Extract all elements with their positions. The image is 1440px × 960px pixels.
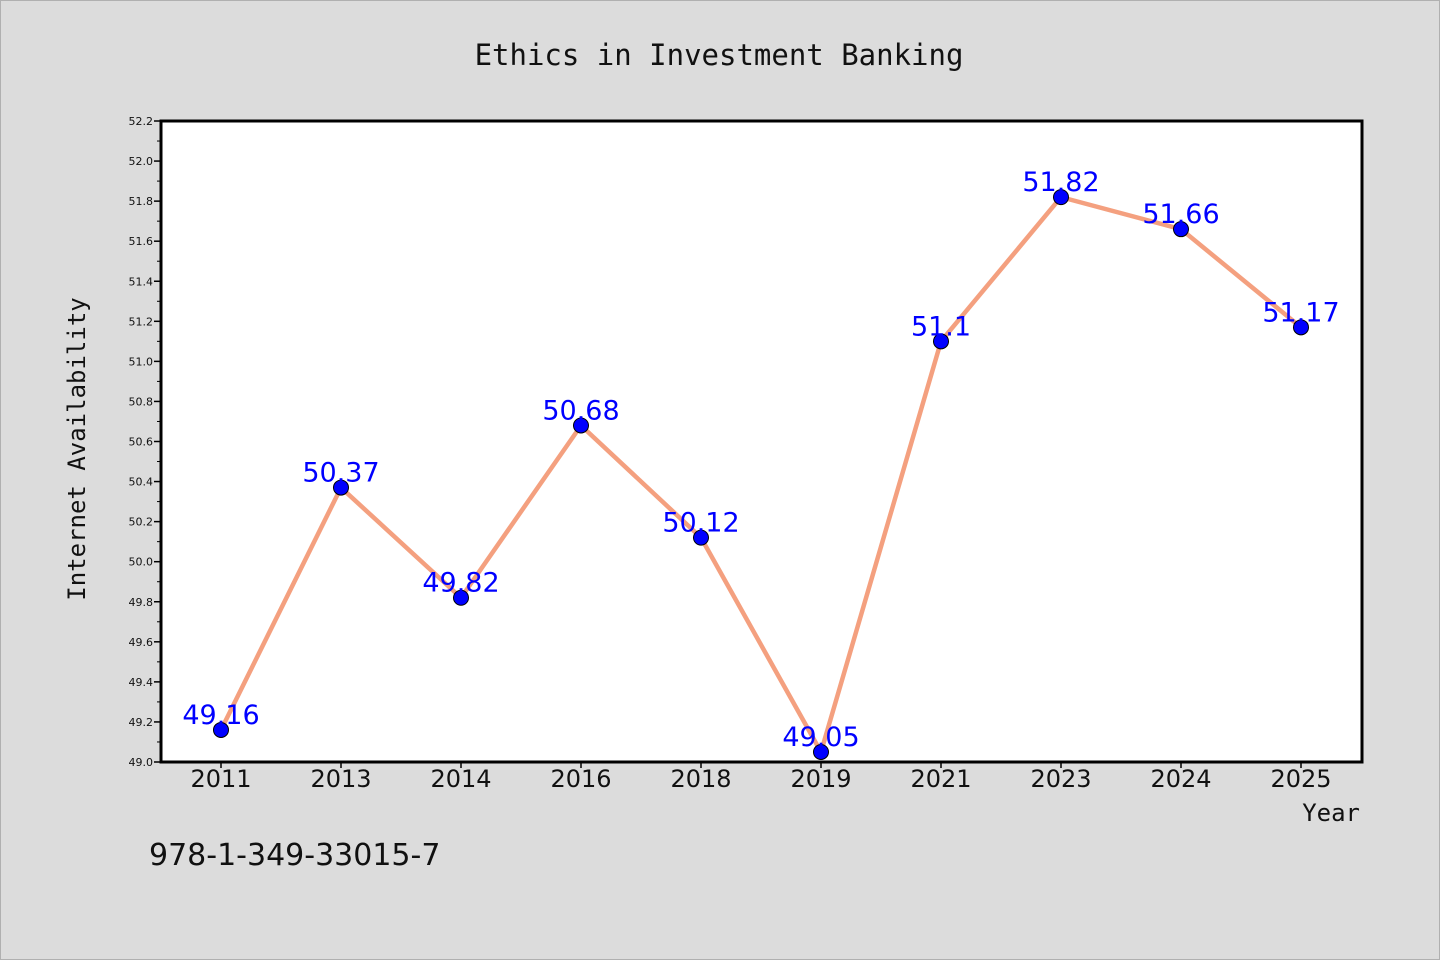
- y-tick-label: 51.6: [129, 235, 154, 248]
- data-point: [1173, 221, 1189, 238]
- x-tick-label: 2025: [1270, 765, 1331, 793]
- data-point: [1053, 189, 1069, 206]
- y-tick-label: 49.0: [129, 756, 154, 769]
- y-tick-label: 52.2: [129, 115, 154, 128]
- y-tick-label: 49.8: [129, 596, 154, 609]
- data-point: [813, 743, 829, 760]
- data-label: 51.17: [1262, 297, 1339, 328]
- y-tick-label: 50.0: [129, 556, 154, 569]
- isbn-footer: 978-1-349-33015-7: [149, 838, 440, 873]
- x-tick-label: 2024: [1150, 765, 1211, 793]
- y-axis-ticks: 49.0 49.2 49.4 49.6 49.8 50.0 50.2 50.4 50.6 50.8…: [129, 115, 161, 769]
- chart-title: Ethics in Investment Banking: [475, 38, 964, 72]
- data-point: [453, 589, 469, 606]
- data-label: 50.68: [542, 395, 619, 426]
- y-tick-label: 49.2: [129, 716, 154, 729]
- x-axis-ticks: 2011 2013 2014 2016 2018 2019 2021 2023 2024 2025: [190, 762, 1332, 793]
- y-tick-label: 51.8: [129, 195, 154, 208]
- data-point: [213, 721, 229, 738]
- data-label: 51.82: [1022, 167, 1099, 198]
- y-tick-label: 49.6: [129, 636, 154, 649]
- y-tick-label: 50.6: [129, 436, 154, 449]
- data-label: 51.1: [911, 311, 971, 342]
- y-tick-label: 51.4: [129, 275, 154, 288]
- x-tick-label: 2013: [310, 765, 371, 793]
- series-group: [213, 189, 1309, 760]
- y-tick-label: 51.0: [129, 355, 154, 368]
- y-tick-label: 49.4: [129, 676, 154, 689]
- data-label: 50.37: [302, 458, 379, 489]
- data-label: 49.16: [182, 700, 259, 731]
- data-point: [1293, 319, 1309, 336]
- y-tick-label: 50.4: [129, 476, 154, 489]
- data-label: 49.05: [782, 722, 859, 753]
- x-tick-label: 2014: [430, 765, 491, 793]
- x-tick-label: 2021: [910, 765, 971, 793]
- x-axis-label: Year: [1302, 799, 1360, 827]
- data-label: 49.82: [422, 568, 499, 599]
- data-point: [573, 417, 589, 434]
- x-tick-label: 2018: [670, 765, 731, 793]
- x-tick-label: 2023: [1030, 765, 1091, 793]
- data-point: [333, 479, 349, 496]
- data-label: 50.12: [662, 508, 739, 539]
- x-tick-label: 2019: [790, 765, 851, 793]
- data-label: 51.66: [1142, 199, 1219, 230]
- plot-area: [159, 119, 1364, 764]
- x-tick-label: 2011: [190, 765, 251, 793]
- series-line: [218, 194, 1303, 755]
- y-tick-label: 50.2: [129, 516, 154, 529]
- y-tick-label: 50.8: [129, 395, 154, 408]
- y-tick-label: 52.0: [129, 155, 154, 168]
- y-axis-label: Internet Availability: [63, 297, 91, 600]
- data-point: [933, 333, 949, 350]
- data-point: [693, 529, 709, 546]
- x-tick-label: 2016: [550, 765, 611, 793]
- data-labels-group: 49.16 50.37 49.82 50.68 50.12 49.05 51.1 51.82 5…: [182, 167, 1339, 753]
- y-tick-label: 51.2: [129, 315, 154, 328]
